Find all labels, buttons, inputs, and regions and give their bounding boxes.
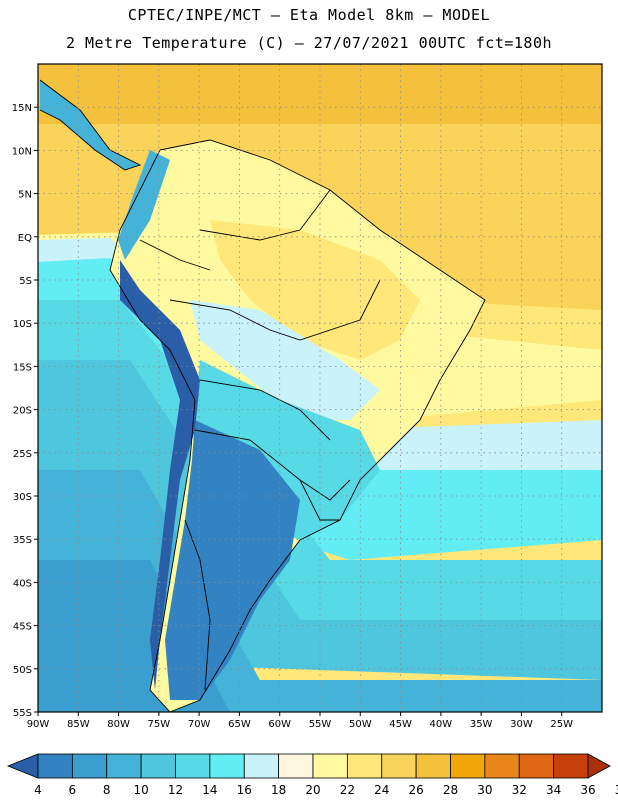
colorbar-label: 12 (168, 783, 183, 797)
lat-lon-grid (38, 64, 602, 712)
caribbean-islands (110, 68, 260, 88)
colorbar-swatch (450, 753, 486, 779)
lon-tick-label: 30W (510, 719, 533, 730)
colorbar-arrow-high (587, 753, 611, 779)
lon-tick-label: 60W (268, 719, 291, 730)
argentina-cold (165, 420, 300, 700)
lat-tick-label: 25S (13, 449, 32, 460)
border-chile-argentina (184, 519, 211, 691)
colorbar-label: 24 (374, 783, 389, 797)
colorbar-label: 18 (271, 783, 286, 797)
lat-tick-label: 45S (13, 622, 32, 633)
border-uruguay (299, 479, 340, 521)
amazon-warm-area (210, 220, 420, 360)
colorbar-swatch (312, 753, 348, 779)
colorbar-swatch (71, 753, 108, 779)
lon-tick-label: 80W (107, 719, 130, 730)
colorbar-swatch (175, 753, 211, 779)
colorbar-label: 28 (443, 783, 458, 797)
colorbar-label: 22 (340, 783, 355, 797)
lat-tick-label: 20S (13, 406, 32, 417)
lon-tick-label: 35W (470, 719, 493, 730)
colorbar-swatch (415, 753, 451, 779)
lat-tick-label: 5N (18, 190, 32, 201)
lat-tick-label: 50S (13, 665, 32, 676)
colorbar: 4 6 8 10 12 14 16 18 20 22 24 26 28 30 32 34 36 38 (6, 753, 618, 797)
colorbar-label: 20 (305, 783, 320, 797)
lat-tick-label: 35S (13, 535, 32, 546)
colorbar-swatch (553, 753, 589, 779)
colorbar-swatch (381, 753, 417, 779)
colorbar-label: 36 (580, 783, 595, 797)
lon-tick-label: 25W (550, 719, 573, 730)
colorbar-label: 14 (202, 783, 217, 797)
lat-tick-label: 55S (13, 708, 32, 719)
title-line-1: CPTEC/INPE/MCT – Eta Model 8km – MODEL (127, 6, 491, 24)
colorbar-label: 38 (615, 783, 618, 797)
colorbar-swatch (278, 753, 314, 779)
colorbar-label: 6 (69, 783, 77, 797)
andes-cold (120, 260, 200, 690)
colorbar-swatch (346, 753, 383, 779)
lon-tick-label: 90W (27, 719, 50, 730)
lon-tick-label: 75W (148, 719, 171, 730)
lon-tick-label: 40W (430, 719, 453, 730)
colorbar-label: 8 (103, 783, 111, 797)
colorbar-label: 4 (34, 783, 42, 797)
central-cool-area (190, 300, 380, 420)
colorbar-label: 16 (237, 783, 252, 797)
lon-tick-label: 50W (349, 719, 372, 730)
title-line-2: 2 Metre Temperature (C) – 27/07/2021 00U… (65, 34, 553, 52)
colorbar-swatch (518, 753, 555, 779)
lat-tick-label: 10N (12, 146, 32, 157)
lat-tick-label: 40S (13, 578, 32, 589)
lon-tick-label: 65W (228, 719, 251, 730)
colorbar-swatch (37, 753, 73, 779)
lat-tick-label: 30S (13, 492, 32, 503)
central-america-coastline (39, 79, 142, 171)
lon-tick-label: 85W (67, 719, 90, 730)
central-america-land (40, 80, 140, 170)
map-axes: 90W 85W 80W 75W 70W 65W 60W 55W 50W 45W 40W 35W 30W 2… (12, 103, 573, 730)
lon-tick-label: 70W (188, 719, 211, 730)
northern-andes-cold (118, 150, 170, 260)
lat-tick-label: EQ (18, 233, 32, 244)
colorbar-arrow-low (6, 753, 39, 779)
lat-tick-label: 15N (12, 103, 32, 114)
lon-tick-label: 45W (389, 719, 412, 730)
lon-tick-label: 55W (309, 719, 332, 730)
lat-tick-label: 10S (13, 319, 32, 330)
colorbar-label: 32 (512, 783, 527, 797)
colorbar-label: 26 (408, 783, 423, 797)
colorbar-label: 10 (133, 783, 148, 797)
colorbar-label: 34 (546, 783, 561, 797)
border-brazil-north (169, 279, 381, 341)
colorbar-swatch (243, 753, 280, 779)
lat-tick-label: 15S (13, 362, 32, 373)
colorbar-swatch (106, 753, 142, 779)
lat-tick-label: 5S (19, 276, 32, 287)
colorbar-label: 30 (477, 783, 492, 797)
border-ecuador-peru (139, 239, 211, 271)
south-america-coastline (109, 139, 486, 712)
colorbar-swatch (209, 753, 245, 779)
colorbar-swatch (140, 753, 176, 779)
colorbar-swatch (484, 753, 520, 779)
